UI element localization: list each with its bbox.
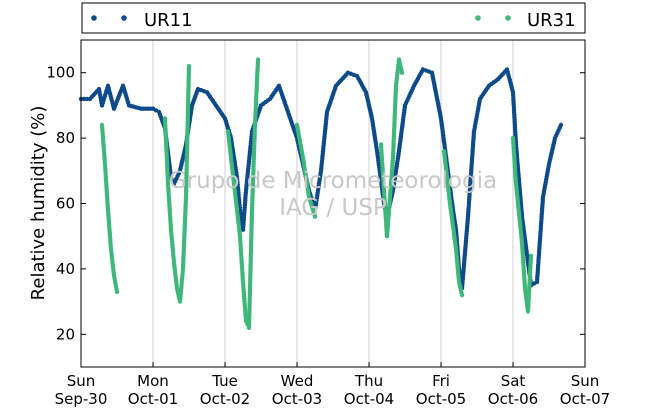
y-tick-label: 100 bbox=[46, 64, 75, 82]
y-tick-label: 20 bbox=[56, 325, 75, 343]
legend-label-ur11: UR11 bbox=[144, 10, 193, 31]
legend-marker-ur11 bbox=[121, 15, 127, 21]
legend: UR11 UR31 bbox=[81, 2, 586, 34]
point-ur31 bbox=[312, 214, 318, 219]
point-ur31 bbox=[114, 289, 120, 294]
point-ur31 bbox=[459, 292, 465, 298]
x-tick-label: Oct-02 bbox=[200, 390, 250, 408]
x-tick-label: Oct-07 bbox=[560, 390, 610, 408]
legend-marker-ur31 bbox=[505, 15, 511, 21]
point-ur31 bbox=[528, 253, 534, 258]
x-tick-label: Sun bbox=[67, 372, 96, 390]
x-tick-label: Oct-01 bbox=[128, 390, 178, 408]
x-tick-label: Oct-04 bbox=[344, 390, 394, 408]
x-tick-label: Mon bbox=[137, 372, 169, 390]
point-ur31 bbox=[399, 70, 405, 75]
y-tick-label: 40 bbox=[56, 260, 75, 278]
x-tick-label: Sat bbox=[501, 372, 526, 390]
x-tick-label: Sep-30 bbox=[55, 390, 108, 408]
point-ur11 bbox=[558, 122, 564, 128]
y-tick-label: 80 bbox=[56, 129, 75, 147]
legend-marker-ur31 bbox=[475, 15, 481, 21]
y-axis-label: Relative humidity (%) bbox=[28, 106, 49, 301]
x-ticks: SunSep-30MonOct-01TueOct-02WedOct-03ThuO… bbox=[55, 362, 610, 408]
x-tick-label: Sun bbox=[571, 372, 600, 390]
x-tick-label: Oct-06 bbox=[488, 390, 538, 408]
legend-frame bbox=[81, 2, 586, 34]
watermark-line-1: Grupo de Micrometeorologia bbox=[169, 168, 497, 194]
x-tick-label: Wed bbox=[281, 372, 314, 390]
legend-marker-ur11 bbox=[91, 15, 97, 21]
x-tick-label: Oct-03 bbox=[272, 390, 322, 408]
x-tick-label: Tue bbox=[211, 372, 238, 390]
x-tick-label: Thu bbox=[354, 372, 383, 390]
x-tick-label: Oct-05 bbox=[416, 390, 466, 408]
x-tick-label: Fri bbox=[432, 372, 450, 390]
data-points bbox=[78, 57, 564, 330]
y-tick-label: 60 bbox=[56, 195, 75, 213]
y-ticks: 20 40 60 80 100 bbox=[46, 64, 585, 343]
point-ur31 bbox=[186, 63, 192, 69]
legend-label-ur31: UR31 bbox=[527, 10, 576, 31]
watermark-line-2: IAG / USP bbox=[279, 195, 387, 221]
point-ur31 bbox=[255, 57, 261, 62]
